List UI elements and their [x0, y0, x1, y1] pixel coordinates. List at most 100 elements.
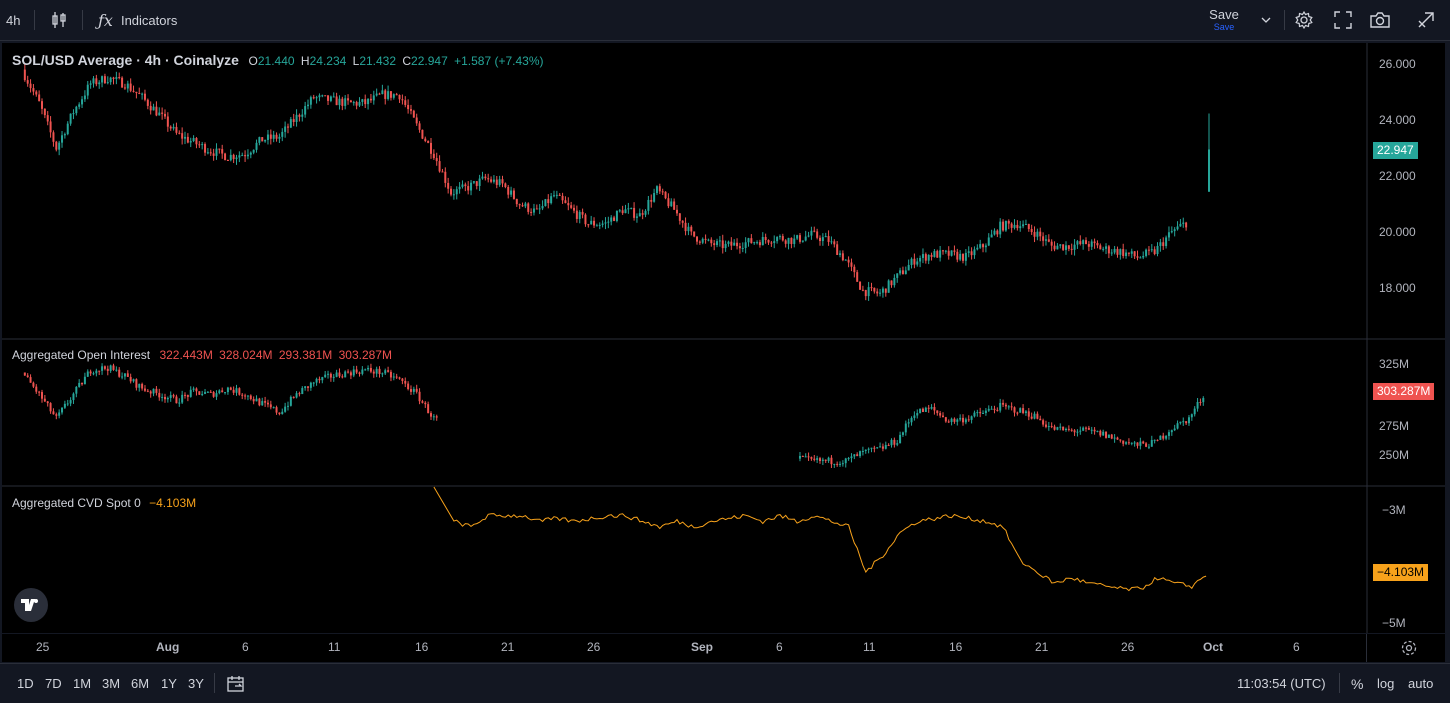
- candle-body: [1190, 414, 1193, 418]
- clock-timezone[interactable]: 11:03:54 (UTC): [1237, 676, 1326, 691]
- candle-body: [1019, 226, 1022, 229]
- candle-body: [1199, 401, 1202, 403]
- range-6m[interactable]: 6M: [131, 676, 150, 691]
- candle-body: [1016, 224, 1019, 229]
- save-menu-button[interactable]: [1260, 0, 1272, 40]
- candle-body: [69, 400, 72, 404]
- candle-body: [1153, 439, 1156, 441]
- interval-label: 4h: [6, 12, 21, 28]
- fullscreen-button[interactable]: [1333, 0, 1353, 40]
- candle-body: [613, 217, 616, 221]
- candle-body: [999, 402, 1002, 411]
- symbol-title[interactable]: SOL/USD Average · 4h · Coinalyze: [12, 52, 239, 68]
- candle-body: [804, 236, 807, 241]
- candle-body: [264, 401, 267, 403]
- candle-body: [784, 240, 787, 244]
- candle-body: [844, 259, 847, 261]
- log-toggle[interactable]: log: [1377, 676, 1395, 691]
- candle-body: [321, 377, 324, 381]
- time-axis[interactable]: 25 Aug 6 11 16 21 26 Sep 6 11 16 21 26 Oct 6: [2, 634, 1445, 662]
- close-value: 22.947: [411, 54, 448, 68]
- candle-body: [424, 402, 427, 405]
- candle-body: [1053, 245, 1056, 250]
- candle-body: [624, 209, 627, 214]
- candle-body: [401, 378, 404, 381]
- range-3m[interactable]: 3M: [102, 676, 121, 691]
- candle-body: [1130, 251, 1133, 254]
- candle-body: [461, 184, 464, 187]
- percent-toggle[interactable]: %: [1351, 675, 1364, 692]
- candle-body: [304, 386, 307, 389]
- candle-body: [186, 136, 189, 143]
- candle-body: [890, 280, 893, 286]
- candle-body: [615, 210, 618, 221]
- candle-body: [61, 407, 64, 413]
- candle-body: [824, 236, 827, 238]
- candle-body: [235, 157, 238, 160]
- auto-toggle[interactable]: auto: [1408, 676, 1434, 691]
- range-7d[interactable]: 7D: [45, 676, 62, 691]
- settings-button[interactable]: [1294, 0, 1314, 40]
- candle-body: [661, 191, 664, 193]
- candle-body: [807, 235, 810, 237]
- tradingview-logo-icon: [21, 599, 38, 611]
- candle-body: [206, 152, 209, 154]
- candle-body: [86, 371, 89, 377]
- range-1d[interactable]: 1D: [17, 676, 34, 691]
- candle-body: [198, 144, 201, 146]
- candle-body: [75, 386, 78, 394]
- indicators-button[interactable]: ƒx Indicators: [98, 0, 177, 40]
- cvd-title[interactable]: Aggregated CVD Spot 0: [12, 496, 141, 510]
- candle-body: [395, 376, 398, 378]
- candle-body: [235, 388, 238, 393]
- chart-style-button[interactable]: [50, 0, 68, 40]
- candle-body: [716, 241, 719, 246]
- candle-body: [215, 148, 218, 156]
- candle-body: [927, 407, 930, 409]
- tradingview-logo[interactable]: [14, 588, 48, 622]
- candle-body: [653, 193, 656, 202]
- candle-body: [1047, 426, 1050, 428]
- candle-body: [189, 389, 192, 397]
- candle-body: [435, 158, 438, 162]
- candle-body: [953, 418, 956, 422]
- candle-body: [964, 419, 967, 423]
- candle-body: [916, 413, 919, 416]
- candle-body: [790, 237, 793, 244]
- candle-body: [899, 270, 902, 274]
- candle-body: [492, 179, 495, 182]
- range-1y[interactable]: 1Y: [161, 676, 177, 691]
- publish-button[interactable]: [1416, 0, 1436, 40]
- candle-body: [347, 371, 350, 373]
- price-tick: 20.000: [1379, 225, 1416, 239]
- candle-body: [573, 207, 576, 211]
- candle-body: [670, 201, 673, 207]
- goto-date-button[interactable]: [226, 664, 246, 703]
- candle-body: [495, 179, 498, 185]
- range-1m[interactable]: 1M: [73, 676, 92, 691]
- save-sub-label: Save: [1213, 22, 1235, 32]
- oi-title[interactable]: Aggregated Open Interest: [12, 348, 151, 362]
- candle-body: [1110, 252, 1113, 254]
- range-3y[interactable]: 3Y: [188, 676, 204, 691]
- snapshot-button[interactable]: [1369, 0, 1391, 40]
- candle-body: [1085, 427, 1088, 429]
- candle-body: [673, 201, 676, 210]
- candle-body: [278, 136, 281, 139]
- divider: [1339, 673, 1340, 693]
- chart-area[interactable]: SOL/USD Average · 4h · Coinalyze O21.440…: [2, 43, 1445, 633]
- candle-body: [407, 104, 410, 110]
- candle-body: [970, 251, 973, 256]
- candle-body: [750, 238, 753, 244]
- time-tick: 16: [949, 640, 963, 654]
- candle-body: [1102, 248, 1105, 250]
- candle-body: [158, 392, 161, 398]
- chart-canvas[interactable]: [2, 43, 1445, 633]
- candle-body: [490, 179, 493, 182]
- axis-settings-button[interactable]: [1400, 639, 1418, 657]
- save-button[interactable]: Save Save: [1206, 0, 1242, 40]
- candle-body: [301, 114, 304, 117]
- candle-body: [547, 199, 550, 204]
- interval-button[interactable]: 4h: [6, 0, 20, 40]
- candle-body: [810, 230, 813, 236]
